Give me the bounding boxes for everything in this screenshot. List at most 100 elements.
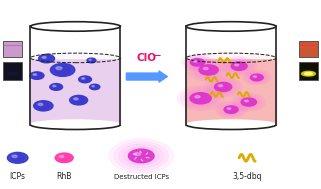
Ellipse shape: [218, 102, 245, 117]
Ellipse shape: [232, 93, 266, 111]
Ellipse shape: [253, 76, 256, 77]
Ellipse shape: [202, 67, 215, 73]
Ellipse shape: [243, 70, 271, 85]
Ellipse shape: [204, 77, 242, 97]
Polygon shape: [30, 26, 120, 125]
Ellipse shape: [253, 75, 261, 80]
Ellipse shape: [231, 62, 247, 70]
Ellipse shape: [184, 55, 211, 70]
Ellipse shape: [245, 100, 248, 102]
Ellipse shape: [305, 73, 312, 75]
Ellipse shape: [50, 84, 63, 90]
Ellipse shape: [203, 67, 208, 70]
Ellipse shape: [227, 107, 236, 112]
Ellipse shape: [70, 95, 88, 105]
Ellipse shape: [214, 82, 232, 91]
FancyBboxPatch shape: [3, 62, 22, 80]
Ellipse shape: [55, 153, 73, 163]
Ellipse shape: [239, 97, 259, 107]
Ellipse shape: [30, 53, 120, 63]
Ellipse shape: [56, 67, 62, 70]
Ellipse shape: [92, 86, 94, 87]
Ellipse shape: [190, 60, 227, 80]
Ellipse shape: [216, 101, 247, 118]
Ellipse shape: [33, 74, 37, 75]
Ellipse shape: [186, 120, 276, 129]
Ellipse shape: [247, 72, 267, 83]
Ellipse shape: [32, 73, 41, 78]
Ellipse shape: [222, 105, 240, 115]
Ellipse shape: [119, 144, 164, 168]
Ellipse shape: [109, 139, 173, 173]
Text: Destructed ICPs: Destructed ICPs: [114, 174, 169, 180]
Ellipse shape: [214, 82, 232, 91]
Ellipse shape: [114, 141, 169, 170]
Ellipse shape: [187, 59, 230, 81]
Ellipse shape: [186, 22, 276, 31]
Ellipse shape: [30, 22, 120, 31]
Ellipse shape: [221, 57, 257, 76]
Ellipse shape: [59, 155, 64, 158]
Ellipse shape: [38, 103, 43, 105]
Ellipse shape: [79, 76, 91, 83]
Ellipse shape: [7, 72, 18, 75]
Ellipse shape: [30, 120, 120, 129]
Ellipse shape: [187, 91, 214, 106]
Ellipse shape: [124, 147, 159, 165]
Ellipse shape: [89, 59, 94, 62]
Ellipse shape: [73, 97, 84, 103]
Ellipse shape: [11, 154, 24, 161]
Ellipse shape: [248, 73, 265, 82]
Ellipse shape: [212, 81, 234, 93]
Ellipse shape: [227, 108, 231, 109]
Ellipse shape: [91, 85, 98, 89]
Ellipse shape: [186, 56, 209, 68]
Ellipse shape: [30, 72, 44, 79]
Ellipse shape: [195, 95, 200, 98]
Ellipse shape: [34, 101, 53, 111]
Ellipse shape: [196, 63, 221, 77]
Ellipse shape: [52, 85, 60, 89]
Ellipse shape: [234, 94, 264, 110]
Ellipse shape: [81, 77, 89, 82]
Ellipse shape: [190, 59, 204, 66]
Ellipse shape: [193, 60, 202, 65]
Ellipse shape: [224, 58, 254, 74]
Ellipse shape: [87, 58, 96, 63]
Polygon shape: [186, 26, 276, 58]
Ellipse shape: [182, 54, 213, 71]
Ellipse shape: [90, 84, 100, 90]
FancyBboxPatch shape: [299, 62, 318, 80]
Ellipse shape: [241, 98, 256, 106]
Ellipse shape: [50, 64, 75, 76]
Polygon shape: [30, 26, 120, 58]
Ellipse shape: [209, 80, 237, 94]
Ellipse shape: [199, 65, 218, 75]
Ellipse shape: [250, 74, 263, 81]
Ellipse shape: [217, 84, 229, 90]
Ellipse shape: [12, 155, 17, 157]
Ellipse shape: [207, 78, 239, 96]
Ellipse shape: [128, 149, 154, 163]
FancyBboxPatch shape: [3, 41, 22, 57]
Ellipse shape: [190, 93, 211, 104]
Ellipse shape: [220, 104, 242, 116]
Text: 3,5-dbq: 3,5-dbq: [232, 172, 262, 181]
Ellipse shape: [133, 152, 150, 160]
Polygon shape: [186, 26, 276, 125]
Ellipse shape: [53, 85, 56, 87]
FancyBboxPatch shape: [299, 41, 318, 57]
Ellipse shape: [193, 62, 224, 78]
Ellipse shape: [224, 106, 238, 113]
Ellipse shape: [231, 62, 247, 70]
Ellipse shape: [218, 85, 223, 87]
Polygon shape: [186, 58, 276, 125]
Ellipse shape: [237, 95, 261, 109]
Ellipse shape: [224, 106, 238, 113]
Ellipse shape: [41, 56, 52, 61]
FancyArrowPatch shape: [126, 71, 167, 82]
Ellipse shape: [89, 59, 91, 60]
Ellipse shape: [250, 74, 263, 81]
Ellipse shape: [235, 64, 239, 66]
Ellipse shape: [241, 98, 256, 106]
